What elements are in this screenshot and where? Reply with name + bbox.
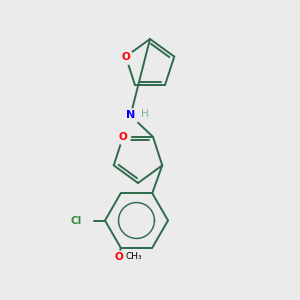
Text: O: O (115, 252, 123, 262)
Text: N: N (126, 110, 135, 121)
Text: CH₃: CH₃ (125, 252, 142, 261)
Text: H: H (141, 109, 149, 119)
Text: Cl: Cl (71, 215, 82, 226)
Text: O: O (118, 132, 127, 142)
Text: O: O (122, 52, 130, 61)
